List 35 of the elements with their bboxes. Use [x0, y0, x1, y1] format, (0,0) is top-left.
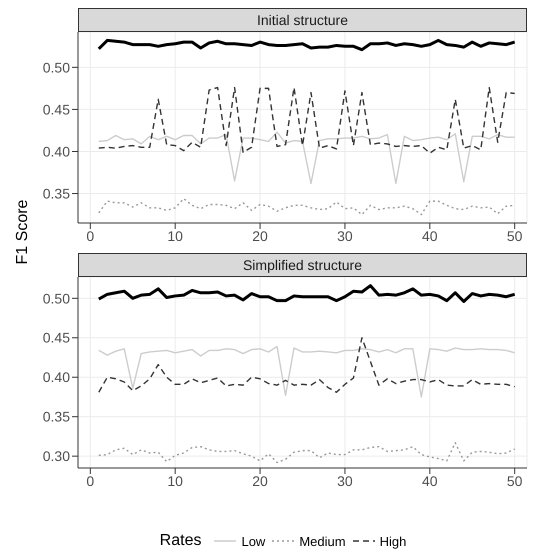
x-tick-label: 30 — [337, 228, 353, 244]
y-tick-label: 0.45 — [42, 101, 70, 118]
y-tick-label: 0.50 — [42, 59, 70, 76]
line-series — [98, 86, 516, 154]
legend-title: Rates — [160, 532, 202, 550]
x-tick-label: 0 — [86, 472, 94, 489]
y-tick-label: 0.40 — [42, 369, 70, 386]
line-series — [98, 442, 516, 464]
x-tick-label: 20 — [252, 472, 268, 489]
y-tick-label: 0.35 — [42, 186, 70, 202]
legend-label: Low — [241, 534, 266, 548]
x-tick-label: 0 — [86, 228, 94, 244]
line-series — [98, 337, 516, 393]
legend-label: High — [380, 534, 406, 548]
line-series — [98, 346, 516, 398]
x-tick-label: 30 — [337, 472, 353, 489]
chart-title: Initial structure — [78, 8, 527, 32]
y-axis-title: F1 Score — [14, 198, 32, 266]
x-tick-label: 40 — [422, 228, 438, 244]
line-series — [97, 284, 516, 303]
x-tick-label: 40 — [422, 472, 438, 489]
x-tick-label: 10 — [167, 228, 184, 244]
x-tick-label: 50 — [506, 472, 523, 489]
line-series — [97, 38, 516, 52]
chart-title: Simplified structure — [78, 253, 527, 277]
y-tick-label: 0.35 — [42, 408, 70, 425]
legend-label: Medium — [299, 534, 346, 548]
y-tick-label: 0.40 — [42, 143, 70, 160]
x-tick-label: 20 — [252, 228, 268, 244]
y-tick-label: 0.30 — [42, 448, 70, 464]
y-tick-label: 0.45 — [42, 330, 70, 346]
x-tick-label: 50 — [506, 228, 523, 244]
y-tick-label: 0.50 — [42, 290, 70, 306]
line-series — [98, 131, 516, 184]
x-tick-label: 10 — [167, 472, 184, 489]
